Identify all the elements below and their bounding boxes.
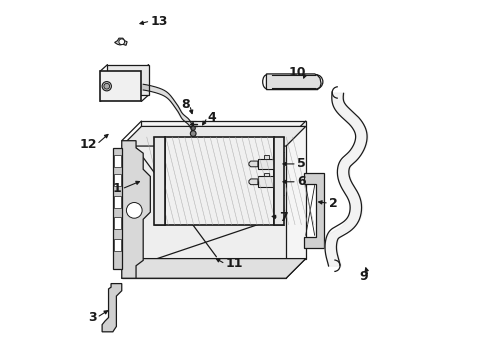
Bar bbox=[114, 217, 121, 229]
Polygon shape bbox=[273, 137, 284, 225]
Polygon shape bbox=[122, 141, 286, 278]
Polygon shape bbox=[258, 158, 275, 169]
Polygon shape bbox=[258, 176, 275, 187]
Circle shape bbox=[126, 203, 142, 218]
Bar bbox=[165, 137, 273, 225]
Bar bbox=[114, 155, 121, 167]
Text: 10: 10 bbox=[288, 66, 306, 79]
Polygon shape bbox=[304, 173, 323, 248]
Text: 11: 11 bbox=[225, 257, 243, 270]
Circle shape bbox=[190, 131, 196, 136]
Bar bbox=[264, 173, 270, 176]
Polygon shape bbox=[100, 71, 142, 102]
Text: 8: 8 bbox=[181, 99, 190, 112]
Circle shape bbox=[104, 84, 110, 89]
Circle shape bbox=[102, 82, 111, 91]
Polygon shape bbox=[249, 179, 258, 185]
Text: 9: 9 bbox=[360, 270, 368, 283]
Bar bbox=[114, 239, 121, 251]
Bar bbox=[264, 155, 270, 158]
Text: 5: 5 bbox=[297, 157, 306, 170]
Text: 4: 4 bbox=[207, 111, 216, 124]
Text: 3: 3 bbox=[88, 311, 97, 324]
Polygon shape bbox=[142, 121, 306, 258]
Polygon shape bbox=[122, 258, 306, 278]
Polygon shape bbox=[249, 161, 258, 167]
Polygon shape bbox=[107, 64, 148, 95]
Text: 1: 1 bbox=[113, 183, 122, 195]
Polygon shape bbox=[122, 141, 150, 278]
Circle shape bbox=[191, 126, 196, 130]
Polygon shape bbox=[113, 148, 122, 269]
Text: 7: 7 bbox=[279, 211, 288, 224]
Bar bbox=[114, 196, 121, 208]
Text: 6: 6 bbox=[297, 175, 305, 188]
Polygon shape bbox=[267, 74, 321, 90]
Polygon shape bbox=[154, 137, 165, 225]
Text: 13: 13 bbox=[150, 14, 168, 27]
Circle shape bbox=[119, 39, 124, 45]
Bar bbox=[114, 174, 121, 186]
Text: 12: 12 bbox=[79, 138, 97, 151]
Polygon shape bbox=[102, 284, 122, 332]
Polygon shape bbox=[115, 38, 127, 45]
Polygon shape bbox=[122, 126, 306, 146]
Text: 2: 2 bbox=[329, 197, 338, 210]
